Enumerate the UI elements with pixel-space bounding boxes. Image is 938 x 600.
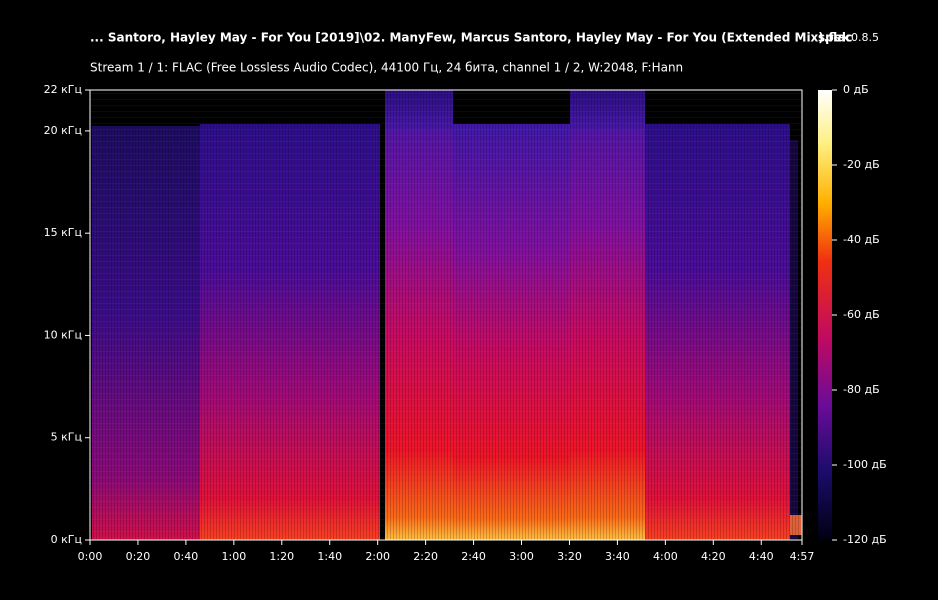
x-tick-label: 3:00 (509, 550, 534, 563)
y-tick-label: 22 кГц (44, 83, 82, 96)
y-tick-label: 10 кГц (44, 328, 82, 341)
colorbar-tick-label: -80 дБ (843, 383, 880, 396)
x-tick-label: 3:40 (605, 550, 630, 563)
x-tick-label: 4:20 (701, 550, 726, 563)
x-tick-label: 2:20 (413, 550, 438, 563)
x-tick-label: 0:20 (126, 550, 151, 563)
x-tick-label: 0:40 (174, 550, 199, 563)
level-colorbar (818, 90, 832, 540)
colorbar-tick-label: 0 дБ (843, 83, 869, 96)
spectrum-texture (90, 90, 802, 540)
x-tick-label: 2:00 (365, 550, 390, 563)
y-tick-label: 20 кГц (44, 124, 82, 137)
colorbar-tick-label: -60 дБ (843, 308, 880, 321)
x-tick-label: 1:20 (269, 550, 294, 563)
y-tick-label: 15 кГц (44, 226, 82, 239)
x-tick-label: 4:57 (790, 550, 815, 563)
y-tick-label: 5 кГц (51, 431, 82, 444)
stream-info: Stream 1 / 1: FLAC (Free Lossless Audio … (90, 61, 683, 75)
colorbar-tick-label: -100 дБ (843, 458, 887, 471)
spectrogram (89, 89, 803, 541)
x-tick-label: 4:00 (653, 550, 678, 563)
colorbar-tick-label: -120 дБ (843, 533, 887, 546)
y-tick-label: 0 кГц (51, 533, 82, 546)
app-name: spek (818, 31, 851, 45)
plot-frame (89, 89, 803, 541)
x-tick-label: 1:40 (317, 550, 342, 563)
axis-ticks: 0:00 0:20 0:40 1:00 1:20 1:40 2:00 2:20 2:40 3:00… (44, 83, 887, 563)
x-tick-label: 2:40 (461, 550, 486, 563)
x-tick-label: 0:00 (78, 550, 103, 563)
file-title: ... Santoro, Hayley May - For You [2019]… (90, 31, 852, 45)
x-tick-label: 3:20 (557, 550, 582, 563)
app-version: 0.8.5 (851, 31, 879, 44)
x-tick-label: 4:40 (749, 550, 774, 563)
colorbar-tick-label: -40 дБ (843, 233, 880, 246)
x-tick-label: 1:00 (221, 550, 246, 563)
colorbar-tick-label: -20 дБ (843, 158, 880, 171)
